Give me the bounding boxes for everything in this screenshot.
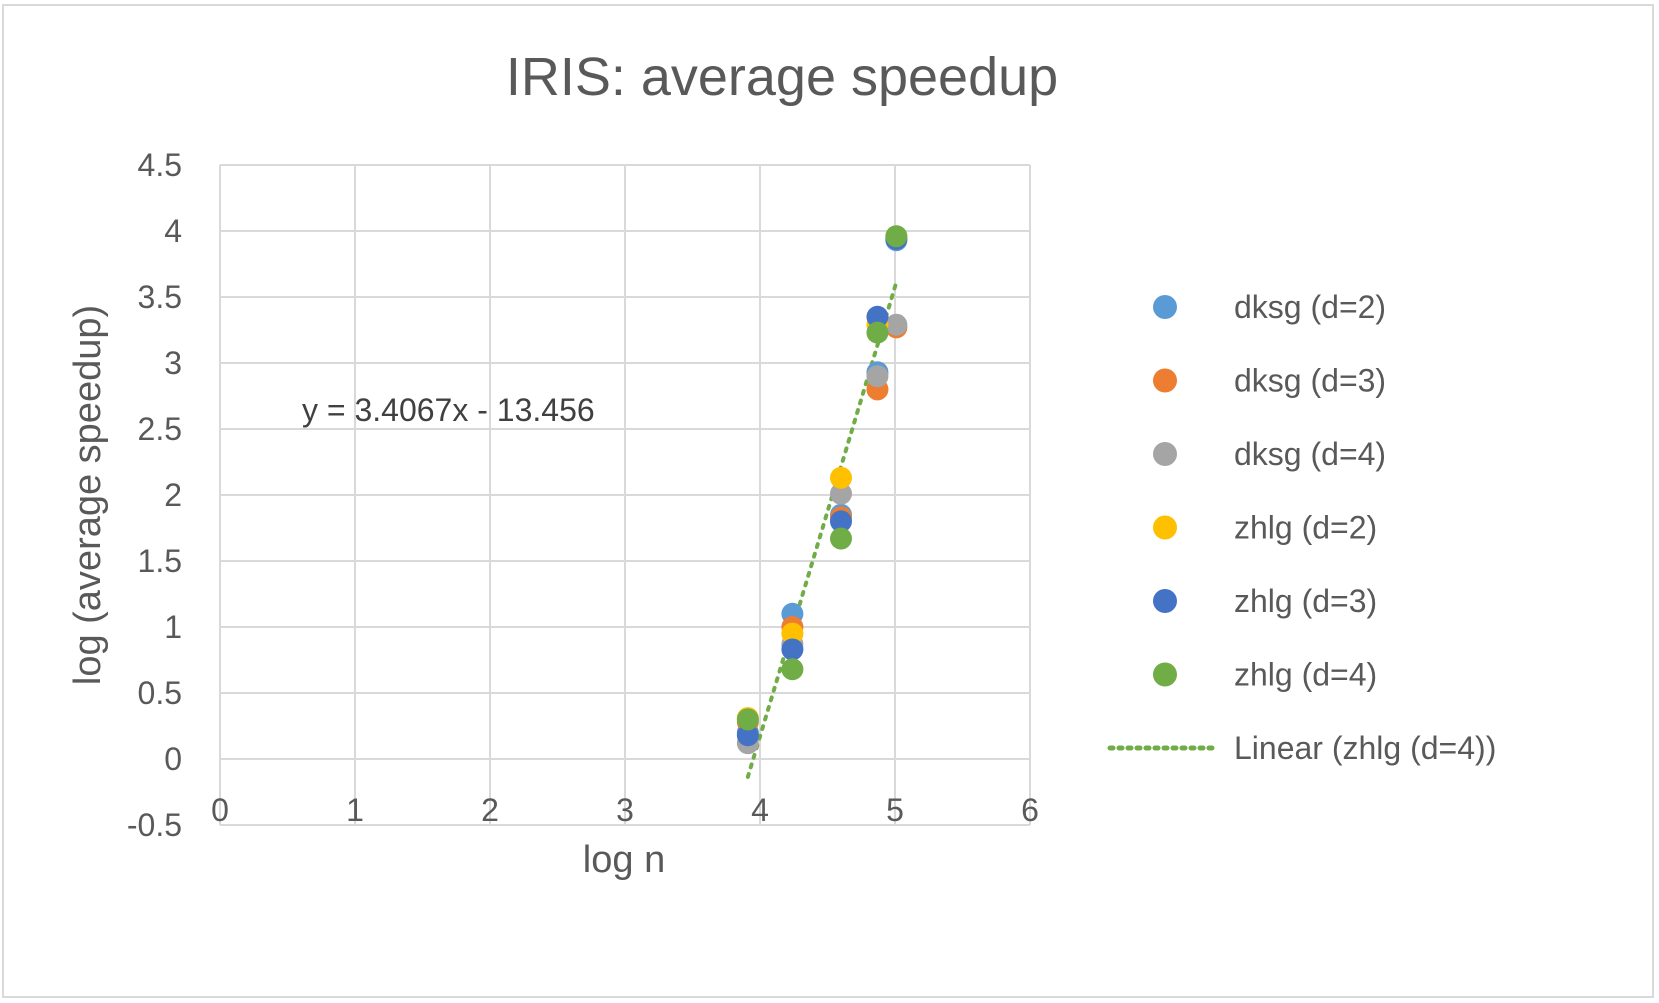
x-tick-label: 0 [211, 792, 229, 828]
data-point [830, 482, 852, 505]
x-tick-label: 3 [616, 792, 634, 828]
data-point [866, 305, 889, 328]
data-point [781, 638, 804, 661]
y-tick-label: -0.5 [127, 807, 182, 843]
legend-marker [1153, 442, 1177, 466]
x-tick-label: 2 [481, 792, 499, 828]
data-points [736, 225, 908, 755]
legend-label: dksg (d=4) [1234, 436, 1386, 472]
data-point [830, 510, 852, 533]
data-point [885, 313, 908, 336]
chart-frame [2, 4, 1654, 998]
legend-label: dksg (d=2) [1234, 289, 1386, 325]
tick-labels: -0.5 0 0.5 1 1.5 2 2.5 3 3.5 4 4.5 0 1 2 3 4 5 6 [127, 147, 1039, 843]
data-point [866, 321, 889, 344]
legend-marker [1153, 515, 1177, 540]
data-point [736, 724, 759, 747]
data-point [885, 225, 908, 248]
y-axis-label: log (average speedup) [67, 305, 109, 685]
legend-label: zhlg (d=3) [1234, 583, 1377, 619]
trendline [745, 280, 899, 779]
legend-marker [1153, 589, 1177, 613]
x-tick-label: 6 [1021, 792, 1039, 828]
x-tick-label: 5 [886, 792, 904, 828]
y-tick-label: 4 [164, 213, 182, 249]
data-point [781, 658, 804, 681]
legend-label: Linear (zhlg (d=4)) [1234, 730, 1496, 766]
legend-label: dksg (d=3) [1234, 363, 1386, 399]
y-tick-label: 2.5 [138, 411, 182, 447]
y-tick-label: 3.5 [138, 279, 182, 315]
x-axis-label: log n [583, 839, 665, 881]
legend-label: zhlg (d=4) [1234, 657, 1377, 693]
y-tick-label: 0 [164, 741, 182, 777]
chart-title: IRIS: average speedup [506, 47, 1058, 107]
legend-marker [1153, 295, 1177, 319]
legend: dksg (d=2) dksg (d=3) dksg (d=4) zhlg (d=2)… [1107, 289, 1496, 766]
data-point [830, 527, 852, 550]
y-tick-label: 1.5 [138, 543, 182, 579]
y-tick-label: 0.5 [138, 675, 182, 711]
legend-marker [1153, 368, 1177, 393]
data-point [830, 466, 852, 489]
y-tick-label: 4.5 [138, 147, 182, 183]
y-tick-label: 1 [164, 609, 182, 645]
trendline-path [745, 280, 899, 779]
data-point [781, 622, 804, 645]
data-point [866, 365, 889, 388]
grid [219, 164, 1031, 826]
y-tick-label: 3 [164, 345, 182, 381]
x-tick-label: 4 [751, 792, 769, 828]
y-tick-label: 2 [164, 477, 182, 513]
data-point [736, 708, 759, 731]
x-tick-label: 1 [346, 792, 364, 828]
legend-label: zhlg (d=2) [1234, 510, 1377, 546]
legend-marker [1153, 662, 1177, 687]
trendline-equation: y = 3.4067x - 13.456 [302, 392, 595, 428]
